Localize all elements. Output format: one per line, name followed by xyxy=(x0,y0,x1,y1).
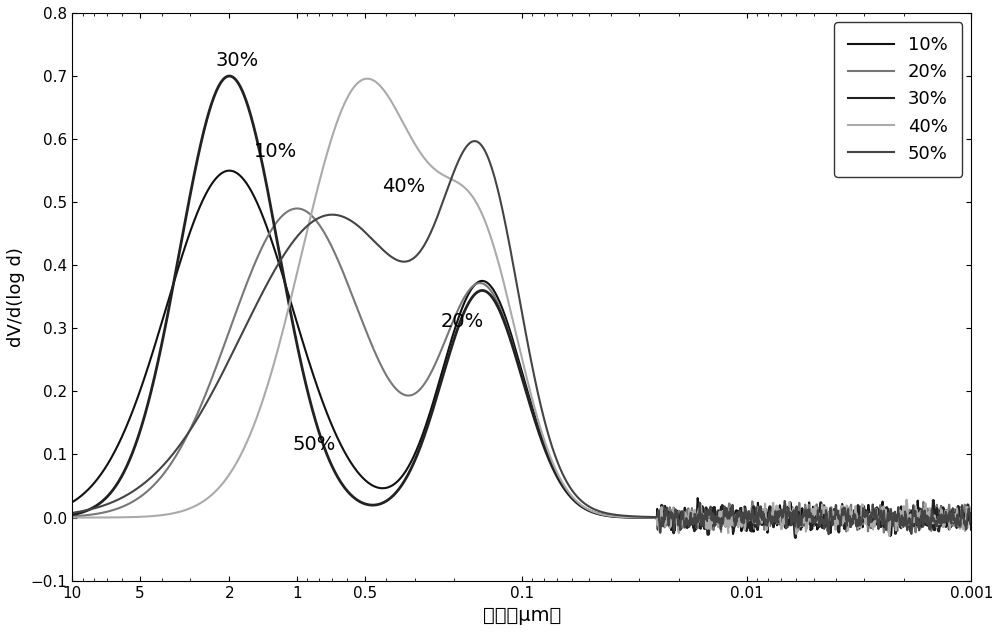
20% xyxy=(878,529,890,537)
40% xyxy=(863,513,875,521)
Y-axis label: dV/d(log d): dV/d(log d) xyxy=(7,247,25,347)
30% xyxy=(789,534,801,542)
30% xyxy=(863,507,875,515)
30% xyxy=(809,509,821,517)
40% xyxy=(581,505,593,513)
40% xyxy=(620,513,632,521)
10% xyxy=(66,499,78,506)
Text: 30%: 30% xyxy=(216,51,259,70)
10% xyxy=(223,167,235,174)
X-axis label: 孔径（μm）: 孔径（μm） xyxy=(483,606,561,625)
50% xyxy=(581,502,593,509)
Line: 50%: 50% xyxy=(72,141,971,534)
30% xyxy=(83,506,95,513)
Line: 40%: 40% xyxy=(72,78,971,536)
20% xyxy=(83,511,95,519)
40% xyxy=(883,532,895,540)
Text: 40%: 40% xyxy=(382,177,425,196)
20% xyxy=(291,205,303,212)
10% xyxy=(83,485,95,492)
20% xyxy=(965,523,977,531)
20% xyxy=(809,516,821,523)
40% xyxy=(180,506,192,514)
Line: 10%: 10% xyxy=(72,171,971,536)
Line: 30%: 30% xyxy=(72,76,971,538)
50% xyxy=(863,521,875,528)
50% xyxy=(83,506,95,513)
30% xyxy=(620,513,632,521)
20% xyxy=(581,506,593,514)
Text: 10%: 10% xyxy=(254,142,297,161)
10% xyxy=(180,240,192,247)
10% xyxy=(863,501,875,509)
Legend: 10%, 20%, 30%, 40%, 50%: 10%, 20%, 30%, 40%, 50% xyxy=(834,22,962,177)
40% xyxy=(809,506,821,514)
40% xyxy=(83,514,95,521)
10% xyxy=(581,506,593,513)
10% xyxy=(884,532,896,540)
20% xyxy=(66,513,78,520)
30% xyxy=(965,526,977,533)
40% xyxy=(66,514,78,521)
50% xyxy=(965,516,977,524)
50% xyxy=(66,509,78,517)
50% xyxy=(469,137,481,145)
30% xyxy=(180,212,192,220)
20% xyxy=(620,513,632,521)
20% xyxy=(180,434,192,441)
Text: 50%: 50% xyxy=(292,435,336,454)
20% xyxy=(863,525,875,532)
10% xyxy=(965,507,977,514)
30% xyxy=(66,511,78,518)
10% xyxy=(809,511,821,519)
40% xyxy=(361,75,373,82)
30% xyxy=(223,72,235,80)
30% xyxy=(581,506,593,514)
50% xyxy=(823,530,835,538)
50% xyxy=(809,516,821,523)
Line: 20%: 20% xyxy=(72,209,971,533)
10% xyxy=(620,513,632,521)
50% xyxy=(620,512,632,520)
40% xyxy=(965,509,977,517)
Text: 20%: 20% xyxy=(440,312,484,332)
50% xyxy=(180,432,192,440)
